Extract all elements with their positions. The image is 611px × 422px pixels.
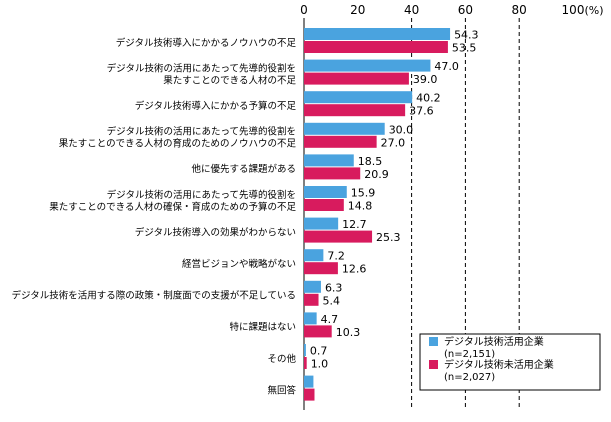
bar-non-utilizing xyxy=(304,230,373,243)
value-label: 15.9 xyxy=(351,187,376,200)
tick-label-40: 40 xyxy=(404,3,419,17)
legend-box xyxy=(419,333,601,391)
category-label: 経営ビジョンや戦略がない xyxy=(182,258,296,270)
legend-label: デジタル技術活用企業 xyxy=(444,335,544,348)
bar-non-utilizing xyxy=(304,293,319,306)
bar-utilizing xyxy=(304,217,339,230)
bar-non-utilizing xyxy=(304,199,344,211)
value-label: 27.0 xyxy=(381,136,406,149)
bar-utilizing xyxy=(304,280,321,293)
category-label: デジタル技術導入にかかる予算の不足 xyxy=(135,100,297,112)
value-label: 47.0 xyxy=(434,60,459,73)
value-label: 10.3 xyxy=(336,326,361,339)
value-label: 1.0 xyxy=(311,358,329,371)
bars xyxy=(304,28,451,401)
value-label: 18.5 xyxy=(358,155,383,168)
category-label: 果たすことのできる人材の育成のためのノウハウの不足 xyxy=(59,138,297,150)
bar-utilizing xyxy=(304,28,451,40)
legend: デジタル技術活用企業(n=2,151)デジタル技術未活用企業(n=2,027) xyxy=(419,333,601,391)
value-label: 54.3 xyxy=(454,29,479,42)
category-label: 無回答 xyxy=(267,384,296,396)
category-label: その他 xyxy=(267,353,296,365)
bar-non-utilizing xyxy=(304,104,406,117)
category-label: デジタル技術導入の効果がわからない xyxy=(135,226,296,238)
tick-label-80: 80 xyxy=(512,3,527,17)
category-label: 特に課題はない xyxy=(229,321,296,333)
bar-non-utilizing xyxy=(304,357,307,369)
category-label: デジタル技術を活用する際の政策・制度面での支援が不足している xyxy=(11,290,296,302)
legend-swatch xyxy=(429,360,438,369)
tick-label-100: 100 xyxy=(562,3,585,17)
bar-non-utilizing xyxy=(304,135,377,148)
bar-utilizing xyxy=(304,186,347,198)
category-label: デジタル技術導入にかかるノウハウの不足 xyxy=(116,37,297,49)
category-label: 果たすことのできる人材の不足 xyxy=(163,74,296,86)
bar-utilizing xyxy=(304,59,431,72)
value-label: 53.5 xyxy=(452,42,477,55)
value-label: 7.2 xyxy=(327,250,345,263)
value-label: 37.6 xyxy=(409,105,434,118)
category-label: デジタル技術の活用にあたって先導的役割を xyxy=(107,189,296,201)
bar-utilizing xyxy=(304,249,324,262)
bar-utilizing xyxy=(304,91,413,104)
tick-labels: 0 20 40 60 80 100 (%) xyxy=(300,3,603,17)
value-label: 5.4 xyxy=(323,294,341,307)
bar-utilizing xyxy=(304,154,354,167)
legend-n: (n=2,151) xyxy=(444,349,495,360)
bar-non-utilizing xyxy=(304,167,361,180)
bar-non-utilizing xyxy=(304,325,332,338)
legend-label: デジタル技術未活用企業 xyxy=(444,358,554,371)
category-label: 果たすことのできる人材の確保・育成のための予算の不足 xyxy=(49,201,296,213)
legend-swatch xyxy=(429,337,438,346)
value-label: 12.6 xyxy=(342,263,367,276)
grid-lines xyxy=(411,18,520,410)
bar-utilizing xyxy=(304,344,306,356)
value-label: 30.0 xyxy=(389,123,414,136)
value-label: 0.7 xyxy=(310,345,328,358)
bar-non-utilizing xyxy=(304,72,409,85)
bar-utilizing xyxy=(304,122,385,135)
category-label: 他に優先する課題がある xyxy=(191,163,296,175)
value-label: 14.8 xyxy=(348,200,373,213)
unit-label: (%) xyxy=(584,4,603,17)
value-labels: 54.3 47.0 40.2 30.0 18.5 15.9 12.7 7.2 6.3 4.7 0.7… xyxy=(310,29,479,371)
value-label: 20.9 xyxy=(364,168,389,181)
bar-non-utilizing xyxy=(304,262,338,275)
bar-utilizing xyxy=(304,312,317,325)
category-label: デジタル技術の活用にあたって先導的役割を xyxy=(107,62,296,74)
tick-label-0: 0 xyxy=(300,3,308,17)
value-label: 40.2 xyxy=(416,92,441,105)
category-label: デジタル技術の活用にあたって先導的役割を xyxy=(107,126,296,138)
value-label: 4.7 xyxy=(321,313,339,326)
tick-label-60: 60 xyxy=(458,3,473,17)
value-label: 25.3 xyxy=(376,231,401,244)
bar-non-utilizing xyxy=(304,388,315,401)
bar-utilizing xyxy=(304,375,314,388)
tick-label-20: 20 xyxy=(350,3,365,17)
bar-non-utilizing xyxy=(304,41,448,53)
value-label: 12.7 xyxy=(342,218,367,231)
category-labels: デジタル技術導入にかかるノウハウの不足デジタル技術の活用にあたって先導的役割を果… xyxy=(11,37,296,397)
value-label: 6.3 xyxy=(325,281,343,294)
legend-n: (n=2,027) xyxy=(444,372,495,383)
value-label: 39.0 xyxy=(413,73,438,86)
